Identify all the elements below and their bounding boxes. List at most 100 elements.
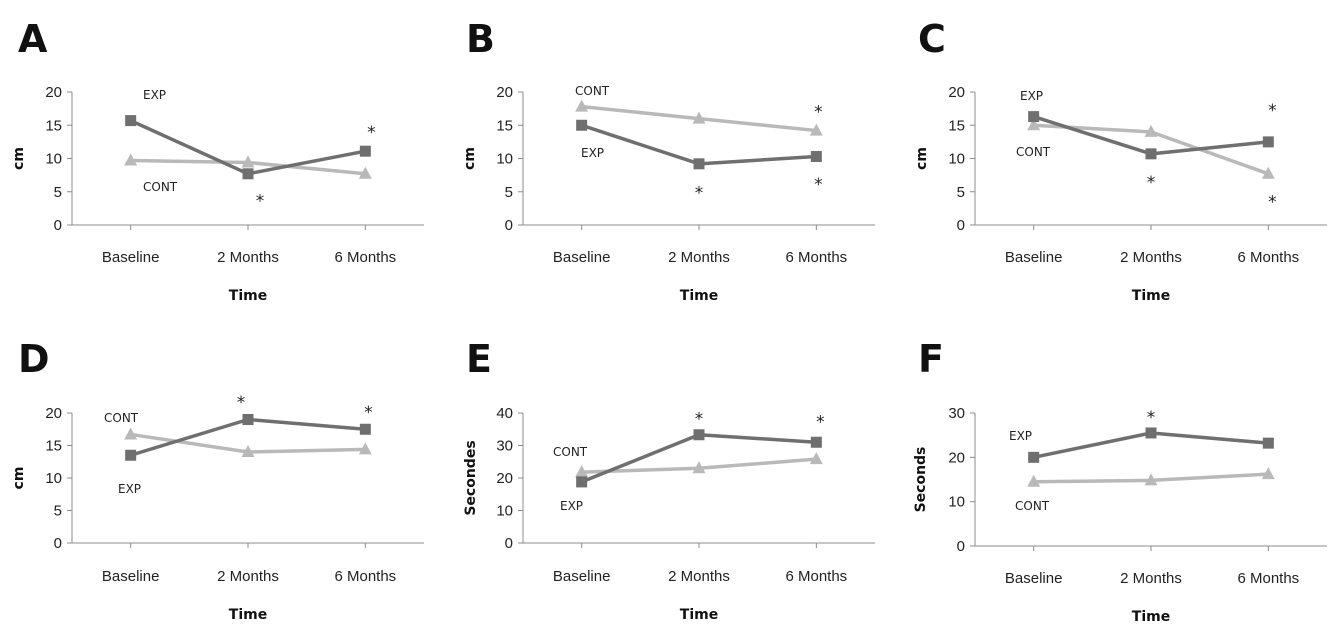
panel-letter: D	[18, 337, 50, 381]
data-point-cont	[358, 442, 372, 455]
y-tick-label: 15	[45, 117, 62, 134]
y-axis-title: cm	[11, 467, 27, 490]
x-tick-label: Baseline	[1005, 249, 1063, 266]
panel-letter: E	[466, 337, 492, 381]
y-axis-title: cm	[462, 147, 478, 170]
data-point-cont	[1027, 474, 1041, 487]
x-tick-label: Baseline	[102, 568, 160, 585]
series-label-exp: EXP	[560, 499, 583, 513]
y-tick-label: 10	[948, 494, 965, 511]
y-tick-label: 15	[948, 117, 965, 134]
x-tick-label: 2 Months	[668, 568, 730, 585]
x-axis-title: Time	[680, 607, 718, 623]
x-axis-title: Time	[229, 607, 267, 623]
data-point-cont	[1027, 118, 1041, 131]
y-tick-label: 15	[496, 117, 513, 134]
series-label-cont: CONT	[143, 180, 178, 194]
x-tick-label: Baseline	[102, 249, 160, 266]
data-point-cont	[692, 461, 706, 474]
data-point-exp	[242, 414, 254, 425]
y-tick-label: 20	[45, 405, 62, 422]
y-tick-label: 0	[54, 217, 62, 234]
x-tick-label: 2 Months	[1120, 570, 1182, 587]
series-label-cont: CONT	[1016, 145, 1051, 159]
y-tick-label: 30	[948, 405, 965, 422]
x-tick-label: 6 Months	[785, 568, 847, 585]
data-point-cont	[575, 465, 589, 478]
x-tick-label: Baseline	[553, 568, 611, 585]
significance-star: *	[256, 191, 265, 211]
x-tick-label: 6 Months	[1237, 249, 1299, 266]
data-point-exp	[242, 168, 254, 180]
significance-star: *	[814, 175, 823, 195]
x-tick-label: 6 Months	[334, 568, 396, 585]
x-tick-label: 6 Months	[785, 249, 847, 266]
y-tick-label: 40	[496, 405, 513, 422]
panel-C: C 0 5 10 15 20 Baseline 2 Months 6 Months Time cm C…	[914, 17, 1327, 304]
y-tick-label: 0	[505, 535, 513, 552]
x-tick-label: Baseline	[553, 249, 611, 266]
data-point-exp	[1028, 451, 1040, 463]
y-axis-title: Seconds	[913, 447, 929, 513]
y-tick-label: 10	[496, 151, 513, 168]
significance-star: *	[695, 409, 704, 429]
y-tick-label: 15	[45, 438, 62, 455]
series-label-cont: CONT	[575, 84, 610, 98]
data-point-cont	[809, 452, 823, 465]
data-point-cont	[692, 111, 706, 124]
series-label-cont: CONT	[1015, 499, 1050, 513]
data-point-exp	[1028, 111, 1040, 123]
series-line-exp	[581, 433, 817, 484]
y-tick-label: 0	[957, 538, 965, 555]
significance-star: *	[1147, 173, 1156, 193]
series-label-cont: CONT	[104, 411, 139, 425]
data-point-exp	[125, 115, 137, 127]
significance-star: *	[814, 102, 823, 122]
series-label-exp: EXP	[118, 482, 141, 496]
x-axis-title: Time	[680, 288, 718, 304]
series-label-exp: EXP	[143, 88, 166, 102]
data-point-cont	[1144, 124, 1158, 137]
data-point-cont	[124, 427, 138, 440]
significance-star: *	[367, 123, 376, 143]
y-tick-label: 10	[45, 470, 62, 487]
y-axis-title: cm	[914, 147, 930, 170]
data-point-exp	[1262, 136, 1274, 148]
x-tick-label: Baseline	[1005, 570, 1063, 587]
data-point-exp	[1145, 427, 1157, 439]
data-point-exp	[359, 145, 371, 157]
x-tick-label: 6 Months	[334, 249, 396, 266]
series-label-exp: EXP	[1009, 429, 1032, 443]
significance-star: *	[816, 413, 825, 433]
x-tick-label: 2 Months	[668, 249, 730, 266]
series-label-exp: EXP	[1020, 89, 1043, 103]
y-tick-label: 10	[45, 151, 62, 168]
data-point-cont	[1144, 473, 1158, 486]
data-point-exp	[576, 119, 588, 131]
y-tick-label: 5	[957, 184, 965, 201]
panel-letter: B	[466, 17, 495, 61]
panel-D: D 0 5 10 15 20 Baseline 2 Months 6 Months Time cm C…	[11, 337, 424, 623]
y-tick-label: 10	[948, 151, 965, 168]
x-tick-label: 2 Months	[1120, 249, 1182, 266]
data-point-exp	[576, 476, 588, 488]
data-point-cont	[575, 99, 589, 112]
y-tick-label: 10	[496, 503, 513, 520]
x-axis-title: Time	[1132, 609, 1170, 624]
significance-star: *	[1268, 101, 1277, 121]
x-tick-label: 6 Months	[1237, 570, 1299, 587]
y-tick-label: 20	[496, 470, 513, 487]
x-axis-title: Time	[1132, 288, 1170, 304]
data-point-cont	[241, 445, 255, 457]
data-point-cont	[124, 153, 138, 166]
y-tick-label: 30	[496, 438, 513, 455]
y-tick-label: 0	[957, 217, 965, 234]
panel-E: E 0 10 20 30 40 Baseline 2 Months 6 Months Time Se…	[463, 337, 875, 623]
y-axis-title: cm	[11, 147, 27, 170]
panel-A: A 0 5 10 15 20 Baseline 2 Months 6 Months Time cm C…	[11, 17, 424, 304]
data-point-exp	[693, 158, 705, 170]
data-point-cont	[809, 123, 823, 136]
panel-letter: F	[918, 337, 944, 381]
y-tick-label: 20	[948, 84, 965, 101]
